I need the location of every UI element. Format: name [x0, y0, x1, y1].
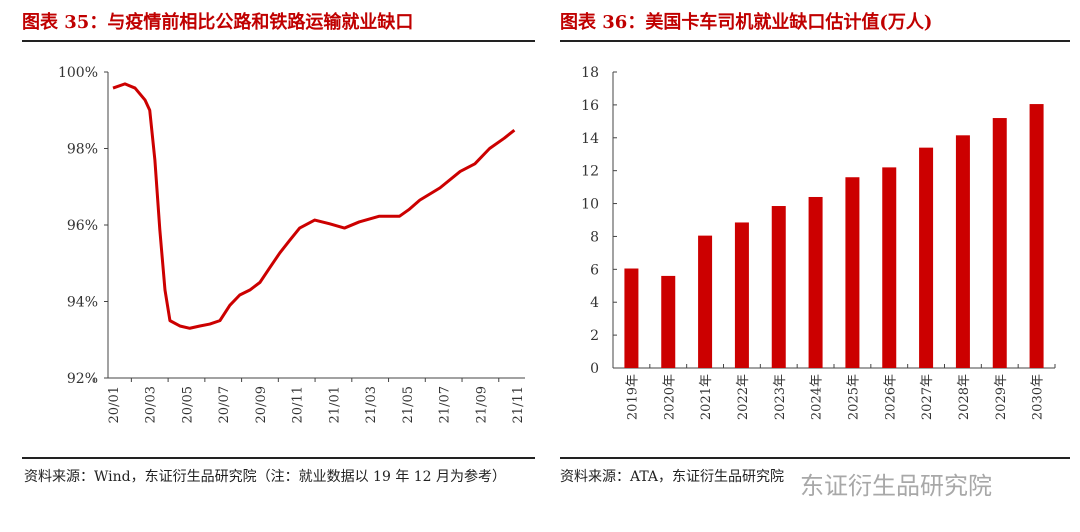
- bar: [624, 268, 639, 368]
- bar: [1029, 104, 1044, 369]
- right-y-tick-label: 8: [590, 229, 599, 245]
- left-x-tick-label: 20/03: [144, 386, 159, 423]
- left-x-tick-label: 21/01: [327, 386, 342, 423]
- right-x-tick-label: 2029年: [994, 374, 1009, 420]
- line-series-employment-gap: [112, 82, 516, 330]
- left-y-tick-label: 94%: [67, 295, 98, 311]
- left-x-tick-label: 20/11: [291, 386, 306, 423]
- watermark: 东证衍生品研究院: [800, 472, 992, 500]
- right-y-tick-label: 18: [581, 65, 599, 81]
- left-y-tick-label: 92%: [67, 371, 98, 387]
- right-x-tick-label: 2026年: [883, 374, 898, 420]
- bar: [955, 135, 970, 368]
- right-y-tick-label: 2: [590, 328, 599, 344]
- bar: [919, 147, 934, 368]
- right-x-tick-label: 2025年: [846, 374, 861, 420]
- bar: [771, 206, 786, 368]
- bar: [661, 275, 676, 368]
- left-source: 资料来源：Wind，东证衍生品研究院（注：就业数据以 19 年 12 月为参考）: [24, 469, 507, 485]
- right-y-tick-label: 10: [581, 197, 599, 213]
- right-x-tick-label: 2023年: [773, 374, 788, 420]
- left-x-tick-label: 20/01: [107, 386, 122, 423]
- left-x-tick-label: 20/09: [254, 386, 269, 423]
- left-chart-title: 图表 35：与疫情前相比公路和铁路运输就业缺口: [22, 12, 414, 33]
- left-source-rule: [22, 457, 535, 459]
- right-chart-title: 图表 36：美国卡车司机就业缺口估计值(万人): [560, 12, 933, 33]
- right-y-tick-label: 6: [590, 262, 599, 278]
- right-source: 资料来源：ATA，东证衍生品研究院: [560, 469, 785, 485]
- right-y-tick-label: 0: [590, 361, 599, 377]
- left-y-tick-label: 98%: [67, 142, 98, 158]
- right-y-tick-label: 12: [581, 164, 599, 180]
- left-title-rule: [22, 40, 535, 42]
- right-x-tick-label: 2028年: [957, 374, 972, 420]
- left-x-tick-label: 21/11: [511, 386, 526, 423]
- right-y-tick-label: 4: [590, 295, 599, 311]
- right-title-rule: [560, 40, 1070, 42]
- bar: [808, 196, 823, 368]
- right-x-tick-label: 2024年: [810, 374, 825, 420]
- left-x-tick-label: 20/05: [180, 386, 195, 423]
- right-x-tick-label: 2030年: [1031, 374, 1046, 420]
- right-x-tick-label: 2022年: [736, 374, 751, 420]
- left-x-tick-label: 20/07: [217, 386, 232, 423]
- left-x-tick-label: 21/03: [364, 386, 379, 423]
- bar: [882, 167, 897, 368]
- bar: [698, 235, 713, 368]
- right-source-rule: [560, 457, 1070, 459]
- right-x-tick-label: 2021年: [699, 374, 714, 420]
- right-x-tick-label: 2020年: [662, 374, 677, 420]
- right-y-tick-label: 14: [581, 131, 599, 147]
- left-x-tick-label: 21/05: [401, 386, 416, 423]
- right-x-tick-label: 2027年: [920, 374, 935, 420]
- bar: [734, 222, 749, 368]
- left-x-tick-label: 21/09: [474, 386, 489, 423]
- bar: [845, 177, 860, 368]
- left-y-tick-label: 96%: [67, 218, 98, 234]
- right-y-tick-label: 16: [581, 98, 599, 114]
- right-x-tick-label: 2019年: [625, 374, 640, 420]
- left-y-tick-label: 100%: [58, 65, 98, 81]
- left-x-tick-label: 21/07: [438, 386, 453, 423]
- bar: [992, 118, 1007, 369]
